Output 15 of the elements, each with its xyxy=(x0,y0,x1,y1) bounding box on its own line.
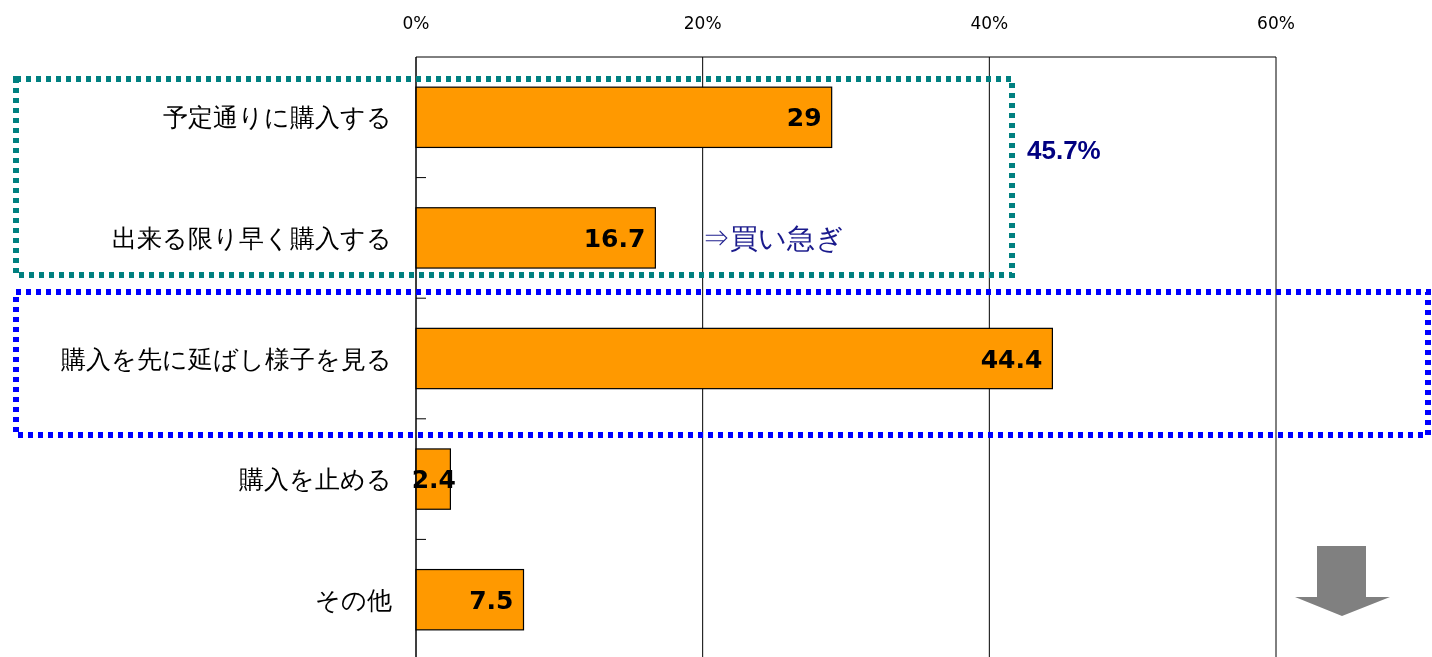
x-tick-label: 40% xyxy=(970,13,1009,33)
x-tick-label: 20% xyxy=(683,13,722,33)
annotation: 45.7% xyxy=(1027,135,1101,165)
annotation: ⇒買い急ぎ xyxy=(702,223,844,254)
data-label: 16.7 xyxy=(583,223,646,253)
data-label: 44.4 xyxy=(980,344,1043,374)
data-label: 7.5 xyxy=(469,585,514,615)
y-tick-label: その他 xyxy=(315,585,392,614)
x-tick-label: 60% xyxy=(1257,13,1295,33)
data-label: 29 xyxy=(786,103,822,133)
y-tick-label: 購入を止める xyxy=(239,465,392,494)
y-tick-label: 予定通りに購入する xyxy=(163,103,392,132)
y-tick-label: 出来る限り早く購入する xyxy=(112,223,392,252)
y-tick-label: 購入を先に延ばし様子を見る xyxy=(61,344,392,373)
x-tick-label: 0% xyxy=(402,13,430,33)
